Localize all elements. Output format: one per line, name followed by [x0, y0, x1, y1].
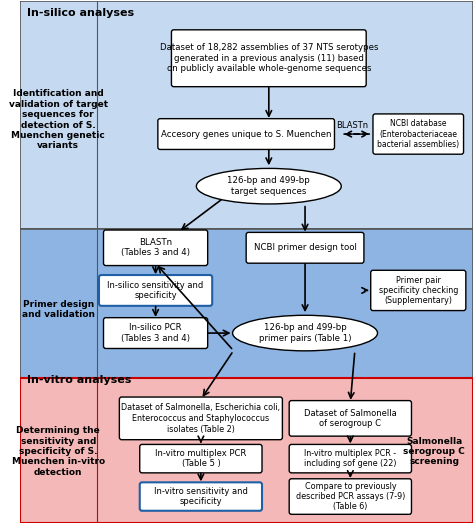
- Text: 126-bp and 499-bp
primer pairs (Table 1): 126-bp and 499-bp primer pairs (Table 1): [259, 323, 351, 343]
- Text: Primer pair
specificity checking
(Supplementary): Primer pair specificity checking (Supple…: [379, 276, 458, 305]
- Text: Accesory genes unique to S. Muenchen: Accesory genes unique to S. Muenchen: [161, 129, 331, 138]
- Text: In-silico PCR
(Tables 3 and 4): In-silico PCR (Tables 3 and 4): [121, 323, 190, 343]
- FancyBboxPatch shape: [140, 482, 262, 511]
- FancyBboxPatch shape: [103, 230, 208, 266]
- FancyBboxPatch shape: [289, 479, 411, 515]
- FancyBboxPatch shape: [20, 229, 473, 378]
- Text: In-vitro multiplex PCR
(Table 5 ): In-vitro multiplex PCR (Table 5 ): [155, 449, 246, 468]
- FancyBboxPatch shape: [103, 318, 208, 348]
- Text: BLASTn: BLASTn: [337, 121, 369, 130]
- FancyBboxPatch shape: [158, 118, 335, 149]
- Ellipse shape: [233, 315, 377, 351]
- Text: Enterococcus and Staphylococcus: Enterococcus and Staphylococcus: [132, 414, 269, 423]
- FancyBboxPatch shape: [140, 444, 262, 473]
- FancyBboxPatch shape: [172, 30, 366, 86]
- FancyBboxPatch shape: [289, 444, 411, 473]
- FancyBboxPatch shape: [373, 114, 464, 154]
- Text: isolates (Table 2): isolates (Table 2): [167, 424, 235, 434]
- FancyBboxPatch shape: [20, 2, 473, 229]
- FancyBboxPatch shape: [371, 270, 466, 311]
- Text: In-vitro sensitivity and
specificity: In-vitro sensitivity and specificity: [154, 487, 248, 506]
- Text: 126-bp and 499-bp
target sequences: 126-bp and 499-bp target sequences: [228, 177, 310, 196]
- Text: Dataset of 18,282 assemblies of 37 NTS serotypes
generated in a previous analysi: Dataset of 18,282 assemblies of 37 NTS s…: [160, 43, 378, 73]
- Text: NCBI database
(Enterobacteriaceae
bacterial assemblies): NCBI database (Enterobacteriaceae bacter…: [377, 119, 459, 149]
- FancyBboxPatch shape: [246, 232, 364, 263]
- Text: In-vitro analyses: In-vitro analyses: [27, 376, 131, 386]
- Ellipse shape: [196, 168, 341, 204]
- Text: Determining the
sensitivity and
specificity of S.
Muenchen in-vitro
detection: Determining the sensitivity and specific…: [12, 426, 105, 477]
- FancyBboxPatch shape: [289, 400, 411, 436]
- Text: Dataset of Salmonella, Escherichia coli,: Dataset of Salmonella, Escherichia coli,: [121, 403, 281, 412]
- Text: In-vitro multiplex PCR -
including sof gene (22): In-vitro multiplex PCR - including sof g…: [304, 449, 397, 468]
- Text: Dataset of Salmonella
of serogroup C: Dataset of Salmonella of serogroup C: [304, 409, 397, 428]
- Text: Identification and
validation of target
sequences for
detection of S.
Muenchen g: Identification and validation of target …: [9, 90, 108, 150]
- FancyBboxPatch shape: [20, 378, 473, 522]
- Text: In-silico sensitivity and
specificity: In-silico sensitivity and specificity: [108, 281, 204, 300]
- Text: Salmonella
serogroup C
screening: Salmonella serogroup C screening: [403, 436, 465, 466]
- Text: In-silico analyses: In-silico analyses: [27, 8, 134, 18]
- FancyBboxPatch shape: [119, 397, 283, 440]
- FancyBboxPatch shape: [99, 275, 212, 306]
- Text: Compare to previously
described PCR assays (7-9)
(Table 6): Compare to previously described PCR assa…: [296, 482, 405, 511]
- Text: NCBI primer design tool: NCBI primer design tool: [254, 243, 356, 252]
- Text: Primer design
and validation: Primer design and validation: [22, 300, 95, 319]
- Text: BLASTn
(Tables 3 and 4): BLASTn (Tables 3 and 4): [121, 238, 190, 257]
